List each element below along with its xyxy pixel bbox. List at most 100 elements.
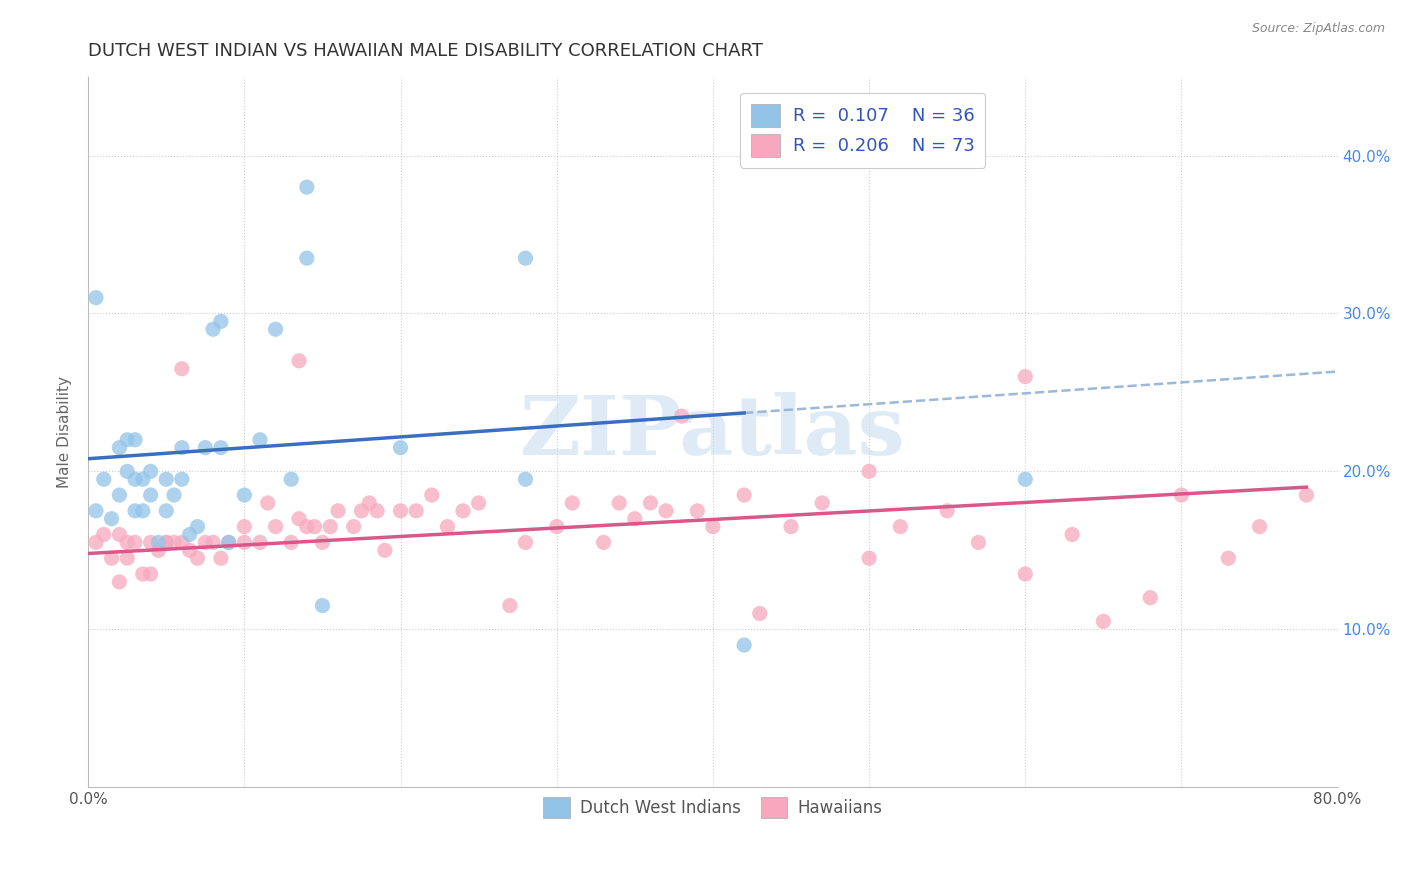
Point [84, 291, 107, 305]
Point [389, 504, 412, 518]
Point [304, 519, 326, 533]
Point [295, 251, 318, 265]
Y-axis label: Male Disability: Male Disability [58, 376, 72, 488]
Point [163, 488, 186, 502]
Point [202, 322, 225, 336]
Point [420, 488, 443, 502]
Point [186, 519, 208, 533]
Point [264, 519, 287, 533]
Point [170, 472, 193, 486]
Point [359, 496, 381, 510]
Point [1014, 369, 1036, 384]
Point [115, 551, 138, 566]
Point [623, 512, 645, 526]
Point [209, 314, 232, 328]
Point [655, 504, 678, 518]
Point [374, 543, 396, 558]
Point [170, 535, 193, 549]
Point [280, 472, 302, 486]
Point [1092, 615, 1115, 629]
Point [124, 472, 146, 486]
Point [148, 535, 170, 549]
Point [108, 574, 131, 589]
Point [1170, 488, 1192, 502]
Point [671, 409, 693, 423]
Point [1014, 472, 1036, 486]
Point [1249, 519, 1271, 533]
Point [451, 504, 474, 518]
Point [515, 535, 537, 549]
Point [288, 354, 311, 368]
Point [108, 488, 131, 502]
Point [163, 535, 186, 549]
Point [607, 496, 630, 510]
Point [155, 472, 177, 486]
Point [264, 322, 287, 336]
Point [100, 512, 122, 526]
Point [233, 488, 256, 502]
Point [124, 504, 146, 518]
Point [108, 441, 131, 455]
Point [311, 599, 333, 613]
Point [209, 441, 232, 455]
Point [218, 535, 240, 549]
Point [132, 566, 155, 581]
Point [858, 464, 880, 478]
Point [84, 504, 107, 518]
Point [155, 535, 177, 549]
Point [733, 638, 755, 652]
Point [295, 180, 318, 194]
Point [702, 519, 724, 533]
Point [218, 535, 240, 549]
Point [389, 441, 412, 455]
Point [124, 433, 146, 447]
Point [124, 535, 146, 549]
Point [319, 519, 342, 533]
Point [139, 464, 162, 478]
Point [858, 551, 880, 566]
Point [350, 504, 373, 518]
Point [366, 504, 388, 518]
Point [1295, 488, 1317, 502]
Point [280, 535, 302, 549]
Point [170, 361, 193, 376]
Point [249, 535, 271, 549]
Point [100, 551, 122, 566]
Point [515, 472, 537, 486]
Point [148, 543, 170, 558]
Point [233, 519, 256, 533]
Point [179, 543, 201, 558]
Point [93, 472, 115, 486]
Point [139, 566, 162, 581]
Point [343, 519, 366, 533]
Point [155, 504, 177, 518]
Text: DUTCH WEST INDIAN VS HAWAIIAN MALE DISABILITY CORRELATION CHART: DUTCH WEST INDIAN VS HAWAIIAN MALE DISAB… [89, 42, 763, 60]
Point [186, 551, 208, 566]
Point [889, 519, 911, 533]
Point [209, 551, 232, 566]
Point [132, 504, 155, 518]
Point [515, 251, 537, 265]
Point [194, 441, 217, 455]
Point [288, 512, 311, 526]
Point [139, 535, 162, 549]
Point [108, 527, 131, 541]
Point [256, 496, 278, 510]
Point [546, 519, 568, 533]
Point [592, 535, 614, 549]
Point [811, 496, 834, 510]
Point [295, 519, 318, 533]
Point [84, 535, 107, 549]
Text: Source: ZipAtlas.com: Source: ZipAtlas.com [1251, 22, 1385, 36]
Point [1139, 591, 1161, 605]
Point [748, 607, 770, 621]
Point [499, 599, 522, 613]
Point [202, 535, 225, 549]
Point [233, 535, 256, 549]
Point [467, 496, 489, 510]
Point [326, 504, 349, 518]
Point [179, 527, 201, 541]
Point [561, 496, 583, 510]
Point [936, 504, 959, 518]
Point [132, 472, 155, 486]
